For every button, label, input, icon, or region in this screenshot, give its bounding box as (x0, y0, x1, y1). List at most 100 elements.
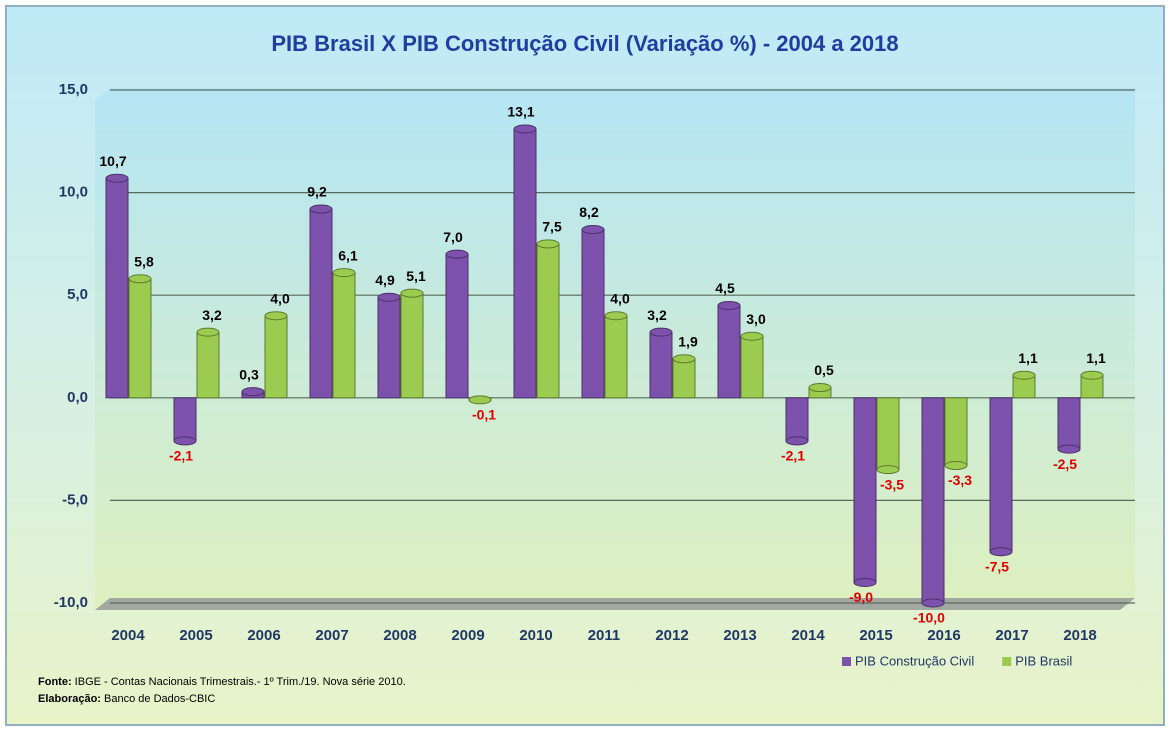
bar (944, 397, 968, 467)
bar-cap (581, 225, 605, 235)
bar (604, 315, 628, 399)
value-label: 4,5 (715, 280, 735, 296)
chart-title: PIB Brasil X PIB Construção Civil (Varia… (271, 31, 898, 56)
x-tick-label: 2005 (179, 627, 212, 644)
value-label: 1,1 (1018, 350, 1038, 366)
bar (377, 296, 401, 399)
y-tick-label: 0,0 (67, 389, 88, 406)
value-label: -3,3 (948, 472, 972, 488)
x-tick-label: 2008 (383, 627, 416, 644)
value-label: 10,7 (99, 153, 126, 169)
x-tick-label: 2014 (791, 627, 825, 644)
bar (513, 128, 537, 399)
bar-cap (808, 383, 832, 393)
value-label: -0,1 (472, 407, 496, 423)
x-tick-label: 2015 (859, 627, 892, 644)
x-tick-label: 2010 (519, 627, 552, 644)
bar (196, 331, 220, 399)
bar-cap (128, 274, 152, 284)
bar (876, 397, 900, 471)
value-label: -7,5 (985, 558, 1009, 574)
bar (128, 278, 152, 399)
bar (400, 292, 424, 399)
y-tick-label: 15,0 (59, 81, 88, 98)
value-label: -3,5 (880, 476, 904, 492)
bar (332, 272, 356, 399)
bar-cap (1057, 444, 1081, 454)
source-text: IBGE - Contas Nacionais Trimestrais.- 1º… (75, 676, 406, 688)
bar (536, 243, 560, 399)
bar-cap (377, 292, 401, 302)
bar (672, 358, 696, 399)
value-label: 3,2 (647, 307, 667, 323)
y-tick-label: -10,0 (54, 594, 88, 611)
value-label: -9,0 (849, 589, 873, 605)
plot-floor (95, 598, 1135, 610)
y-tick-label: 10,0 (59, 184, 88, 201)
value-label: 6,1 (338, 247, 358, 263)
bar (581, 229, 605, 399)
value-label: 1,9 (678, 334, 698, 350)
value-label: 0,5 (814, 362, 834, 378)
x-tick-label: 2012 (655, 627, 688, 644)
bar-cap (445, 249, 469, 259)
bar-cap (604, 311, 628, 321)
value-label: 1,1 (1086, 350, 1106, 366)
bar-cap (944, 461, 968, 471)
bar (445, 253, 469, 399)
bar-cap (513, 124, 537, 134)
x-tick-label: 2016 (927, 627, 960, 644)
legend-swatch (1002, 657, 1012, 666)
bar-cap (989, 547, 1013, 557)
value-label: -2,1 (781, 448, 805, 464)
value-label: 4,0 (610, 290, 630, 306)
value-label: 13,1 (507, 104, 534, 120)
x-tick-label: 2017 (995, 627, 1028, 644)
y-tick-label: 5,0 (67, 286, 88, 303)
source-label: Fonte: (38, 676, 72, 688)
bar-cap (332, 268, 356, 278)
bar (105, 177, 129, 399)
bar-cap (1012, 370, 1036, 380)
bar (717, 304, 741, 399)
value-label: 4,9 (375, 272, 395, 288)
x-tick-label: 2011 (588, 627, 621, 644)
bar-cap (468, 395, 492, 405)
bar-cap (672, 354, 696, 364)
x-tick-label: 2007 (315, 627, 348, 644)
value-label: 3,2 (202, 307, 222, 323)
bar-cap (853, 577, 877, 587)
value-label: 9,2 (307, 184, 327, 200)
bar-cap (264, 311, 288, 321)
bar-cap (876, 465, 900, 475)
credit-text: Banco de Dados-CBIC (104, 693, 215, 705)
value-label: 7,5 (542, 219, 562, 235)
bar-cap (241, 387, 265, 397)
credit: Elaboração: Banco de Dados-CBIC (38, 693, 215, 705)
legend-label: PIB Brasil (1015, 653, 1072, 668)
bar-cap (649, 327, 673, 337)
x-tick-label: 2018 (1063, 627, 1096, 644)
bar-cap (717, 300, 741, 310)
bar (989, 397, 1013, 553)
bar-cap (740, 331, 764, 341)
bar-cap (1080, 370, 1104, 380)
bar (309, 208, 333, 399)
value-label: 5,8 (134, 253, 154, 269)
bar-cap (309, 204, 333, 214)
value-label: 7,0 (443, 229, 463, 245)
bar (921, 397, 945, 604)
legend-swatch (842, 657, 851, 666)
x-tick-label: 2009 (451, 627, 484, 644)
bar-cap (173, 436, 197, 446)
value-label: 4,0 (270, 290, 290, 306)
value-label: -10,0 (913, 610, 945, 626)
legend-label: PIB Construção Civil (855, 653, 974, 668)
x-tick-label: 2013 (723, 627, 756, 644)
bar (173, 397, 197, 442)
value-label: -2,5 (1053, 456, 1077, 472)
credit-label: Elaboração: (38, 693, 101, 705)
bar-cap (536, 239, 560, 249)
value-label: 8,2 (579, 204, 599, 220)
bar-cap (921, 598, 945, 608)
